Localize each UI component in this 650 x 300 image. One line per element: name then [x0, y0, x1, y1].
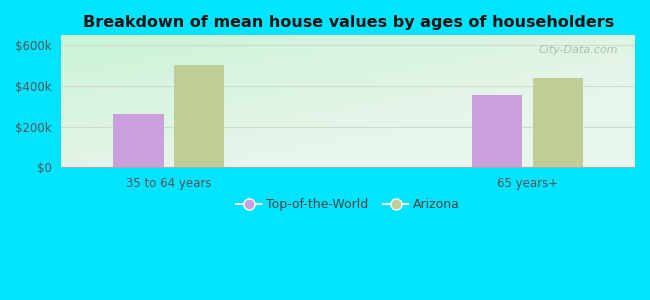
- Title: Breakdown of mean house values by ages of householders: Breakdown of mean house values by ages o…: [83, 15, 614, 30]
- Bar: [113, 114, 164, 167]
- Legend: Top-of-the-World, Arizona: Top-of-the-World, Arizona: [231, 194, 465, 216]
- Bar: [533, 78, 583, 167]
- Bar: [472, 95, 522, 167]
- Text: City-Data.com: City-Data.com: [538, 45, 617, 55]
- Bar: [174, 65, 224, 167]
